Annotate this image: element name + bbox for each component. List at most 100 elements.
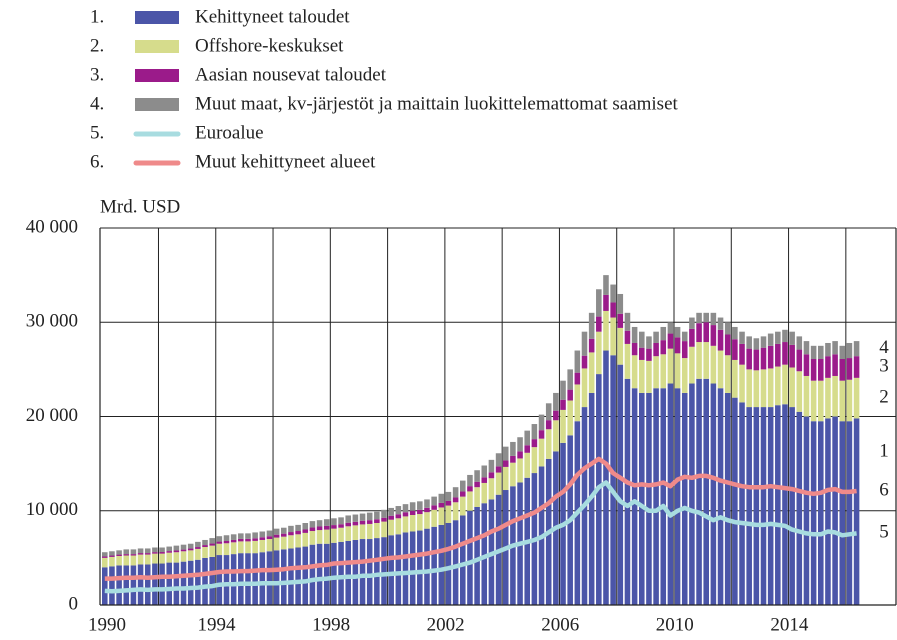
bar-segment <box>560 399 566 410</box>
bar-segment <box>767 345 774 369</box>
bar-segment <box>574 350 581 373</box>
bar-segment <box>502 446 509 461</box>
bar-segment <box>259 539 266 553</box>
x-tick-label: 2010 <box>656 614 694 635</box>
bar-segment <box>424 499 430 508</box>
bar-segment <box>846 342 853 359</box>
bar-segment <box>538 438 545 467</box>
bar-segment <box>846 379 853 422</box>
bar-segment <box>796 336 803 350</box>
bar-segment <box>703 378 709 605</box>
bar-segment <box>674 326 681 338</box>
bar-segment <box>359 524 366 540</box>
bar-segment <box>567 389 573 401</box>
bar-segment <box>517 437 523 452</box>
bar-segment <box>545 403 552 421</box>
bar-segment <box>273 534 280 538</box>
bar-segment <box>144 554 151 565</box>
bar-segment <box>660 340 667 355</box>
bar-segment <box>853 356 860 378</box>
bar-segment <box>216 536 223 542</box>
bar-segment <box>252 538 258 541</box>
bar-segment <box>467 510 473 605</box>
bar-segment <box>488 459 495 473</box>
bar-segment <box>760 336 767 348</box>
bar-segment <box>259 531 266 538</box>
bar-segment <box>538 430 545 439</box>
bar-segment <box>381 521 387 538</box>
bar-segment <box>245 533 251 539</box>
bar-segment <box>230 542 237 555</box>
legend-label: Euroalue <box>195 122 264 143</box>
bar-segment <box>810 359 817 381</box>
bar-segment <box>545 420 552 430</box>
bar-segment <box>345 526 351 541</box>
bar-segment <box>223 541 230 544</box>
bar-segment <box>180 549 187 552</box>
bar-segment <box>631 388 638 605</box>
bar-segment <box>431 526 437 605</box>
bar-segment <box>846 421 853 605</box>
bar-segment <box>760 347 767 370</box>
bar-segment <box>474 481 480 488</box>
bar-segment <box>216 541 223 544</box>
legend-label: Kehittyneet taloudet <box>195 6 350 27</box>
bar-segment <box>187 550 194 561</box>
series-end-label: 5 <box>879 522 889 543</box>
bar-segment <box>202 545 208 548</box>
bar-segment <box>839 359 846 381</box>
bar-segment <box>753 338 760 350</box>
bar-segment <box>238 553 244 605</box>
bar-segment <box>402 504 409 513</box>
bar-segment <box>724 334 731 356</box>
bar-segment <box>316 520 323 527</box>
x-tick-label: 1990 <box>88 614 126 635</box>
bar-segment <box>481 503 488 605</box>
bar-segment <box>753 349 760 371</box>
bar-segment <box>646 360 652 393</box>
bar-segment <box>338 524 344 528</box>
legend-swatch <box>135 69 179 82</box>
x-tick-label: 2006 <box>541 614 579 635</box>
bar-segment <box>810 421 817 605</box>
bar-segment <box>689 317 695 329</box>
bar-segment <box>667 383 674 605</box>
bar-segment <box>316 530 323 544</box>
bar-segment <box>553 410 559 421</box>
bar-segment <box>603 294 609 311</box>
bar-segment <box>825 356 831 378</box>
bar-segment <box>245 553 251 605</box>
bar-segment <box>302 546 309 605</box>
bar-segment <box>789 344 795 368</box>
bar-segment <box>746 407 752 605</box>
bar-segment <box>782 364 788 405</box>
bar-segment <box>696 323 702 343</box>
bar-segment <box>144 548 151 554</box>
bar-segment <box>381 537 387 605</box>
bar-segment <box>531 424 538 440</box>
bar-segment <box>309 527 316 532</box>
bar-segment <box>374 511 380 520</box>
bar-segment <box>710 345 717 384</box>
bar-segment <box>674 388 681 605</box>
bar-segment <box>123 565 130 605</box>
bar-segment <box>832 375 838 417</box>
bar-segment <box>710 312 717 326</box>
bar-segment <box>438 502 445 508</box>
bar-segment <box>302 523 309 530</box>
bar-segment <box>796 349 803 372</box>
bar-segment <box>180 544 187 550</box>
bar-segment <box>746 348 752 370</box>
bar-segment <box>588 352 595 393</box>
bar-segment <box>531 447 538 474</box>
bar-segment <box>352 525 359 540</box>
line-series <box>104 480 857 594</box>
bar-segment <box>381 517 387 522</box>
bar-segment <box>681 331 688 342</box>
bar-segment <box>388 535 394 605</box>
legend-number: 6. <box>90 151 104 172</box>
bar-segment <box>445 500 452 506</box>
bar-segment <box>209 538 215 544</box>
bar-segment <box>624 378 631 605</box>
bar-segment <box>345 540 351 605</box>
